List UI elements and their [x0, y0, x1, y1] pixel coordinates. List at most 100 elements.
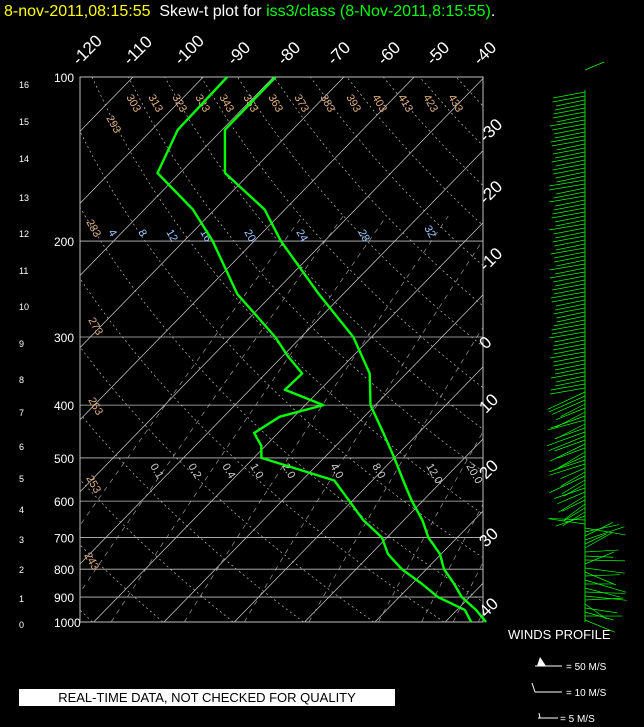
wind-barb: [554, 255, 586, 263]
wind-barb: [551, 327, 586, 335]
dry-adiabat: [80, 277, 445, 622]
wind-barb: [549, 119, 586, 127]
wind-barb: [554, 335, 586, 343]
wind-barb: [549, 271, 586, 279]
wind-barb: [553, 203, 586, 211]
wind-barb: [584, 579, 627, 593]
height-tick-label: 7: [19, 408, 24, 418]
wind-barb: [553, 167, 586, 175]
height-tick-label: 8: [19, 375, 24, 385]
wind-barb: [555, 515, 586, 527]
wind-barb: [564, 503, 586, 520]
plot-title: 8-nov-2011,08:15:55 Skew-t plot for iss3…: [4, 3, 496, 20]
wind-barb: [547, 391, 586, 410]
temperature-tick-label: -110: [119, 32, 156, 69]
wind-barb: [584, 603, 607, 620]
wind-key-tick: [531, 682, 536, 693]
dry-adiabat-label: 413: [395, 93, 415, 115]
isotherm: [80, 78, 483, 493]
wind-barb: [584, 522, 614, 537]
height-tick-label: 9: [19, 339, 24, 349]
wind-barb: [552, 95, 586, 103]
wind-barb: [549, 475, 586, 494]
wind-barb: [553, 191, 586, 199]
height-tick-label: 6: [19, 442, 24, 452]
wind-barb: [552, 235, 586, 243]
wind-barb: [584, 533, 607, 545]
isotherm: [80, 77, 345, 349]
wind-barb: [549, 195, 586, 203]
wind-barb: [555, 243, 586, 251]
wind-barb: [554, 251, 586, 259]
mixing-ratio-label: 4: [105, 228, 118, 239]
wind-barb: [553, 127, 586, 135]
mixing-ratio-label: 0.4: [219, 462, 237, 481]
wind-barb: [549, 331, 586, 339]
wind-barb: [555, 303, 586, 311]
wind-barb: [553, 107, 586, 115]
wind-barb: [555, 407, 586, 421]
wind-barb: [584, 571, 617, 586]
wind-barb: [548, 518, 586, 525]
wind-barb: [547, 419, 586, 431]
dry-adiabat-label: 253: [83, 474, 103, 496]
wind-barb: [549, 463, 586, 476]
wind-barb: [555, 299, 586, 307]
height-tick-label: 3: [19, 535, 24, 545]
height-tick-label: 12: [19, 229, 29, 239]
temperature-tick-label: -80: [273, 38, 304, 69]
wind-barb: [552, 207, 586, 215]
wind-barb: [554, 131, 586, 139]
wind-barb: [554, 103, 586, 111]
dry-adiabat: [91, 77, 483, 515]
wind-barb: [553, 91, 586, 99]
title-timestamp: 8-nov-2011,08:15:55: [4, 3, 151, 20]
mixing-ratio-label: 8.0: [369, 462, 387, 481]
mixing-ratio-label: 20: [241, 228, 258, 245]
wind-barb: [550, 135, 586, 143]
wind-key: [531, 657, 562, 719]
wind-key-tick: [538, 712, 541, 719]
wind-barb: [584, 574, 620, 577]
wind-barb: [584, 555, 614, 558]
temperature-tick-label: -10: [475, 244, 506, 275]
dry-adiabat: [80, 478, 234, 622]
mixing-ratio-line: [308, 326, 483, 622]
isotherm: [80, 77, 415, 421]
wind-barb: [550, 371, 586, 379]
dry-adiabat-label: 313: [145, 93, 165, 115]
wind-barb: [550, 415, 586, 429]
wind-barb: [557, 491, 586, 505]
height-tick-label: 1: [19, 594, 24, 604]
pressure-tick-label: 500: [54, 452, 74, 466]
wind-barb: [555, 375, 586, 383]
wind-barb: [553, 307, 586, 315]
dry-adiabat: [80, 130, 483, 559]
wind-barb: [584, 526, 625, 541]
isotherm: [304, 438, 483, 622]
dry-adiabat-label: 393: [343, 93, 363, 115]
wind-barb: [551, 155, 586, 163]
wind-barb: [553, 275, 586, 283]
mixing-ratio-line: [80, 215, 344, 594]
wind-barb: [554, 439, 586, 452]
dry-adiabat: [80, 206, 483, 603]
mixing-ratio-line: [421, 503, 483, 622]
wind-barb: [551, 211, 586, 219]
wind-barb: [553, 347, 586, 355]
wind-barb: [550, 351, 586, 359]
wind-barb: [551, 323, 586, 331]
isotherm: [80, 77, 204, 204]
temperature-tick-label: -20: [475, 177, 506, 208]
title-prefix: Skew-t plot for: [159, 3, 262, 20]
wind-barb: [556, 99, 586, 107]
wind-barb: [554, 487, 586, 499]
wind-barb: [584, 527, 626, 536]
wind-barb: [551, 139, 586, 147]
height-tick-label: 2: [19, 565, 24, 575]
height-tick-label: 5: [19, 474, 24, 484]
height-tick-label: 15: [19, 117, 29, 127]
dry-adiabat-label: 273: [85, 316, 105, 338]
wind-barb: [555, 187, 586, 195]
wind-barb: [554, 427, 586, 440]
